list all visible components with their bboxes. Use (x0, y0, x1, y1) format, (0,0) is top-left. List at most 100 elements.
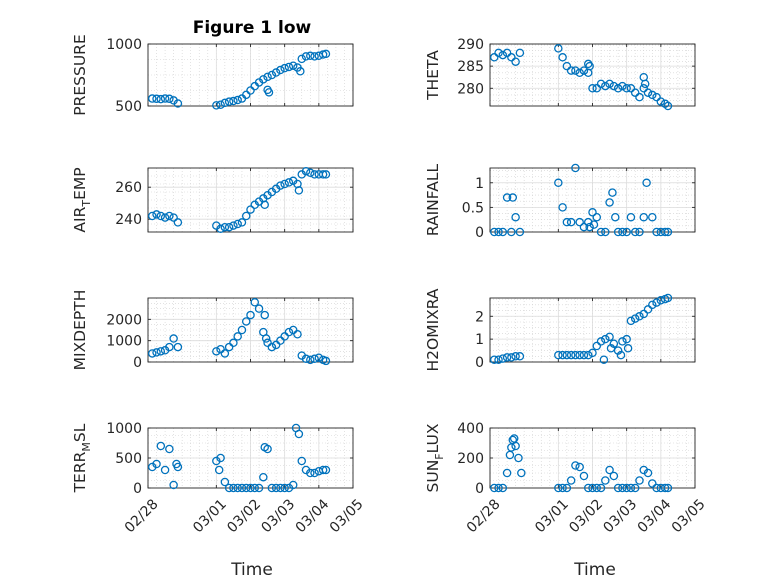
data-point-marker (271, 68, 281, 77)
data-point-marker (169, 480, 178, 490)
data-point-marker (566, 476, 576, 485)
data-point-marker (660, 227, 670, 237)
data-point-marker (490, 227, 499, 237)
data-point-marker (276, 336, 285, 345)
x-axis-label-left: Time (230, 560, 273, 580)
figure-title: Figure 1 low (193, 18, 312, 38)
data-point-marker (263, 72, 272, 82)
data-point-marker (220, 98, 230, 108)
data-point-marker (160, 465, 170, 475)
data-point-marker (246, 205, 255, 214)
data-point-marker (596, 227, 606, 237)
data-point-marker (229, 338, 238, 348)
data-point-marker (246, 310, 255, 320)
data-point-marker (566, 66, 576, 75)
data-point-marker (280, 332, 289, 341)
data-point-marker (321, 356, 331, 366)
data-point-marker (264, 88, 274, 97)
data-point-marker (562, 61, 572, 71)
data-point-marker (613, 227, 623, 237)
y-tick-label: 2 (475, 309, 484, 325)
data-point-marker (579, 66, 589, 75)
data-point-marker (515, 227, 525, 237)
data-point-marker (517, 468, 526, 478)
data-point-marker (588, 483, 597, 493)
data-point-marker (160, 213, 170, 222)
data-point-marker (224, 342, 234, 352)
data-point-marker (626, 84, 636, 93)
data-point-marker (575, 350, 584, 360)
y-axis-label: MIXDEPTH (71, 290, 89, 371)
data-point-marker (246, 86, 255, 95)
data-point-marker (233, 95, 242, 105)
data-point-marker (267, 70, 277, 80)
data-point-marker (152, 348, 161, 357)
data-point-marker (310, 52, 319, 61)
data-point-marker (156, 441, 166, 451)
data-point-marker (656, 97, 666, 106)
data-point-marker (592, 483, 602, 493)
data-point-marker (214, 465, 224, 475)
y-tick-label: 1000 (106, 37, 142, 53)
data-point-marker (511, 57, 520, 66)
data-point-marker (502, 468, 512, 478)
data-point-marker (241, 483, 251, 493)
data-point-marker (276, 65, 285, 75)
data-point-marker (173, 218, 183, 227)
y-tick-label: 285 (457, 59, 484, 75)
data-point-marker (152, 210, 161, 219)
data-point-marker (507, 353, 516, 362)
data-point-marker (571, 66, 580, 75)
data-point-marker (220, 222, 230, 232)
data-point-marker (212, 101, 221, 110)
data-point-marker (490, 483, 499, 493)
data-point-marker (618, 337, 627, 346)
y-tick-label: 240 (115, 212, 142, 228)
data-point-marker (306, 355, 315, 365)
data-point-marker (502, 353, 512, 362)
data-point-marker (592, 212, 602, 222)
data-point-marker (160, 94, 170, 103)
y-axis-label: AIRTEMP (71, 167, 93, 232)
data-point-marker (571, 350, 580, 360)
data-point-marker (216, 224, 225, 234)
data-point-marker (224, 97, 234, 106)
data-point-marker (220, 477, 230, 487)
y-tick-label: 400 (457, 421, 484, 437)
data-point-marker (224, 483, 234, 493)
data-point-marker (566, 350, 576, 360)
data-point-marker (152, 459, 161, 469)
data-point-marker (314, 353, 324, 362)
data-point-marker (558, 203, 567, 212)
data-point-marker (660, 483, 670, 493)
data-point-marker (639, 84, 649, 93)
data-point-marker (605, 332, 614, 342)
data-point-marker (566, 217, 576, 227)
data-point-marker (229, 96, 238, 106)
data-point-marker (318, 170, 328, 179)
data-point-marker (261, 334, 271, 343)
y-tick-label: 0 (475, 481, 484, 497)
data-point-marker (583, 59, 593, 69)
data-point-marker (237, 483, 247, 493)
data-point-marker (622, 334, 631, 344)
data-point-marker (148, 211, 157, 221)
data-point-marker (618, 483, 627, 493)
data-point-marker (148, 94, 157, 103)
data-point-marker (306, 51, 315, 61)
data-point-marker (294, 186, 304, 195)
data-point-marker (609, 81, 619, 91)
data-point-marker (515, 352, 525, 361)
data-point-marker (321, 49, 331, 59)
data-point-marker (608, 188, 617, 197)
data-point-marker (297, 456, 306, 466)
y-tick-label: 0 (475, 225, 484, 241)
data-point-marker (562, 483, 572, 493)
data-point-marker (271, 483, 281, 493)
data-point-marker (558, 483, 567, 493)
data-point-marker (498, 227, 508, 237)
y-tick-label: 0 (133, 481, 142, 497)
data-point-marker (575, 217, 584, 227)
data-point-marker (212, 347, 221, 356)
data-point-marker (498, 354, 508, 363)
